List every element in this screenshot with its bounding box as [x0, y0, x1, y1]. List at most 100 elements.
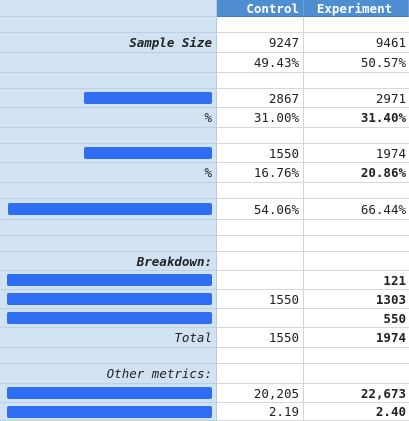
metric1-pct-row: % 31.00% 31.40% [0, 108, 409, 128]
breakdown3-experiment[interactable]: 550 [304, 309, 409, 328]
other2-control[interactable]: 2.19 [217, 403, 304, 421]
control-cell[interactable] [217, 17, 304, 33]
control-cell[interactable] [217, 220, 304, 236]
breakdown-title[interactable]: Breakdown: [0, 252, 217, 271]
redaction-mark [7, 274, 212, 286]
label-cell[interactable] [0, 53, 217, 73]
breakdown3-label[interactable] [0, 309, 217, 328]
label-cell[interactable] [0, 17, 217, 33]
redaction-mark [84, 92, 212, 104]
metric1-label[interactable] [0, 89, 217, 108]
metric1-pct-control[interactable]: 31.00% [217, 108, 304, 128]
metric1-pct-label[interactable]: % [0, 108, 217, 128]
metric1-pct-experiment[interactable]: 31.40% [304, 108, 409, 128]
metric2-pct-row: % 16.76% 20.86% [0, 163, 409, 183]
metric1-experiment[interactable]: 2971 [304, 89, 409, 108]
experiment-cell[interactable] [304, 364, 409, 384]
breakdown2-experiment[interactable]: 1303 [304, 290, 409, 309]
sample-pct-experiment[interactable]: 50.57% [304, 53, 409, 73]
header-row: Control Experiment [0, 0, 409, 17]
redaction-mark [8, 203, 212, 215]
experiment-cell[interactable] [304, 348, 409, 364]
other1-control[interactable]: 20,205 [217, 384, 304, 403]
other-metrics-title[interactable]: Other metrics: [0, 364, 217, 384]
breakdown1-control[interactable] [217, 271, 304, 290]
control-cell[interactable] [217, 236, 304, 252]
metric2-pct-control[interactable]: 16.76% [217, 163, 304, 183]
metric1-control[interactable]: 2867 [217, 89, 304, 108]
sample-pct-control[interactable]: 49.43% [217, 53, 304, 73]
empty-row [0, 17, 409, 33]
redaction-mark [7, 312, 212, 324]
breakdown2-control[interactable]: 1550 [217, 290, 304, 309]
empty-row [0, 183, 409, 199]
experiment-cell[interactable] [304, 252, 409, 271]
header-label-cell[interactable] [0, 0, 217, 17]
sample-size-control[interactable]: 9247 [217, 33, 304, 53]
experiment-cell[interactable] [304, 17, 409, 33]
empty-row [0, 220, 409, 236]
sample-pct-row: 49.43% 50.57% [0, 53, 409, 73]
other2-experiment[interactable]: 2.40 [304, 403, 409, 421]
label-cell[interactable] [0, 73, 217, 89]
experiment-cell[interactable] [304, 183, 409, 199]
breakdown2-row: 1550 1303 [0, 290, 409, 309]
experiment-cell[interactable] [304, 236, 409, 252]
control-cell[interactable] [217, 364, 304, 384]
other1-row: 20,205 22,673 [0, 384, 409, 403]
other1-label[interactable] [0, 384, 217, 403]
metric2-pct-experiment[interactable]: 20.86% [304, 163, 409, 183]
metric3-control[interactable]: 54.06% [217, 199, 304, 220]
control-cell[interactable] [217, 128, 304, 144]
breakdown-title-row: Breakdown: [0, 252, 409, 271]
redaction-mark [7, 405, 212, 418]
sample-size-experiment[interactable]: 9461 [304, 33, 409, 53]
empty-row [0, 128, 409, 144]
breakdown1-experiment[interactable]: 121 [304, 271, 409, 290]
breakdown2-label[interactable] [0, 290, 217, 309]
metric2-row: 1550 1974 [0, 144, 409, 163]
control-cell[interactable] [217, 73, 304, 89]
breakdown-total-label[interactable]: Total [0, 328, 217, 348]
metric1-row: 2867 2971 [0, 89, 409, 108]
control-cell[interactable] [217, 348, 304, 364]
label-cell[interactable] [0, 348, 217, 364]
redaction-mark [84, 147, 212, 159]
other2-label[interactable] [0, 403, 217, 421]
empty-row [0, 236, 409, 252]
header-experiment[interactable]: Experiment [304, 0, 409, 17]
header-control[interactable]: Control [217, 0, 304, 17]
control-cell[interactable] [217, 183, 304, 199]
other2-row: 2.19 2.40 [0, 403, 409, 421]
breakdown-total-control[interactable]: 1550 [217, 328, 304, 348]
breakdown1-label[interactable] [0, 271, 217, 290]
metric2-pct-label[interactable]: % [0, 163, 217, 183]
empty-row [0, 348, 409, 364]
control-cell[interactable] [217, 252, 304, 271]
metric2-experiment[interactable]: 1974 [304, 144, 409, 163]
metric3-label[interactable] [0, 199, 217, 220]
breakdown-total-row: Total 1550 1974 [0, 328, 409, 348]
redaction-mark [7, 387, 212, 399]
label-cell[interactable] [0, 183, 217, 199]
breakdown3-row: 550 [0, 309, 409, 328]
breakdown3-control[interactable] [217, 309, 304, 328]
breakdown-total-experiment[interactable]: 1974 [304, 328, 409, 348]
experiment-cell[interactable] [304, 220, 409, 236]
redaction-mark [7, 293, 212, 305]
sample-size-label[interactable]: Sample Size [0, 33, 217, 53]
label-cell[interactable] [0, 128, 217, 144]
metric3-experiment[interactable]: 66.44% [304, 199, 409, 220]
experiment-cell[interactable] [304, 128, 409, 144]
metric2-label[interactable] [0, 144, 217, 163]
other1-experiment[interactable]: 22,673 [304, 384, 409, 403]
empty-row [0, 73, 409, 89]
sample-size-row: Sample Size 9247 9461 [0, 33, 409, 53]
breakdown1-row: 121 [0, 271, 409, 290]
other-metrics-title-row: Other metrics: [0, 364, 409, 384]
label-cell[interactable] [0, 236, 217, 252]
metric2-control[interactable]: 1550 [217, 144, 304, 163]
experiment-cell[interactable] [304, 73, 409, 89]
label-cell[interactable] [0, 220, 217, 236]
